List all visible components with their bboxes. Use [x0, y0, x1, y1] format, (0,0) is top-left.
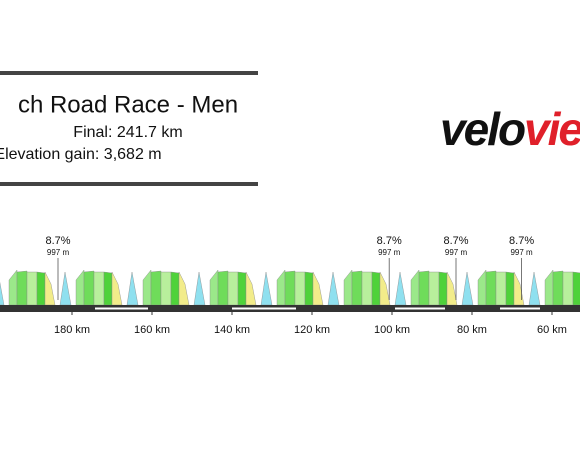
hill-descent — [0, 281, 5, 306]
hill-segment — [410, 269, 420, 306]
hill-descent — [260, 271, 273, 306]
logo-part: velo — [440, 103, 525, 155]
title-rule — [0, 71, 258, 75]
hill-segment — [93, 271, 105, 306]
hill-approach — [245, 271, 257, 306]
logo: velovie — [440, 103, 580, 155]
hill-segment — [8, 269, 18, 306]
hill-approach — [312, 271, 324, 306]
hill-descent — [193, 271, 206, 306]
hill-segment — [276, 269, 286, 306]
hill-segment — [438, 271, 448, 306]
hill-segment — [36, 271, 46, 306]
hill-segment — [209, 269, 219, 306]
hill-segment — [170, 271, 180, 306]
hill-descent — [394, 271, 407, 306]
hill-descent — [461, 271, 474, 306]
hill-segment — [304, 271, 314, 306]
hill-approach — [379, 271, 391, 306]
hill-descent — [59, 271, 72, 306]
hill-approach — [178, 271, 190, 306]
climb-elevation: 997 m — [378, 248, 401, 257]
hill-segment — [485, 270, 497, 306]
hill-segment — [83, 270, 95, 306]
climb-grade: 8.7% — [509, 235, 534, 247]
hill-segment — [477, 269, 487, 306]
hill-segment — [343, 269, 353, 306]
hill-segment — [75, 269, 85, 306]
hill-segment — [294, 271, 306, 306]
hill-segment — [371, 271, 381, 306]
x-tick-label: 180 km — [54, 324, 90, 336]
hill-segment — [237, 271, 247, 306]
logo-part: vie — [524, 103, 580, 155]
hill-segment — [103, 271, 113, 306]
climb-grade: 8.7% — [45, 235, 70, 247]
hill-approach — [446, 271, 458, 306]
hill-descent — [327, 271, 340, 306]
hill-segment — [544, 269, 554, 306]
hill-segment — [418, 270, 430, 306]
hill-segment — [284, 270, 296, 306]
hill-segment — [361, 271, 373, 306]
hill-segment — [26, 271, 38, 306]
climb-elevation: 997 m — [510, 248, 533, 257]
x-tick-label: 160 km — [134, 324, 170, 336]
hill-segment — [495, 271, 507, 306]
x-tick-label: 100 km — [374, 324, 410, 336]
hill-segment — [505, 271, 515, 306]
hill-descent — [528, 271, 541, 306]
hill-segment — [142, 269, 152, 306]
title-rule — [0, 182, 258, 186]
hill-segment — [227, 271, 239, 306]
hill-segment — [428, 271, 440, 306]
hill-approach — [111, 271, 123, 306]
hill-segment — [217, 270, 229, 306]
title: ch Road Race - Men — [18, 91, 238, 118]
hill-approach — [513, 271, 525, 306]
hill-segment — [572, 271, 580, 306]
hill-segment — [16, 270, 28, 306]
hill-approach — [44, 271, 56, 306]
hill-segment — [562, 271, 574, 306]
hill-descent — [126, 271, 139, 306]
x-tick-label: 60 km — [537, 324, 567, 336]
climb-grade: 8.7% — [377, 235, 402, 247]
x-tick-label: 140 km — [214, 324, 250, 336]
x-tick-label: 120 km — [294, 324, 330, 336]
hill-segment — [552, 270, 564, 306]
hill-segment — [160, 271, 172, 306]
profile: 180 km 160 km 140 km 120 km 100 km 80 km 60 km… — [0, 235, 580, 336]
climb-grade: 8.7% — [443, 235, 468, 247]
climb-elevation: 997 m — [47, 248, 70, 257]
elevation-gain: Elevation gain: 3,682 m — [0, 146, 162, 163]
climb-elevation: 997 m — [445, 248, 468, 257]
hill-segment — [351, 270, 363, 306]
hill-segment — [150, 270, 162, 306]
distance: Final: 241.7 km — [73, 124, 182, 141]
x-tick-label: 80 km — [457, 324, 487, 336]
